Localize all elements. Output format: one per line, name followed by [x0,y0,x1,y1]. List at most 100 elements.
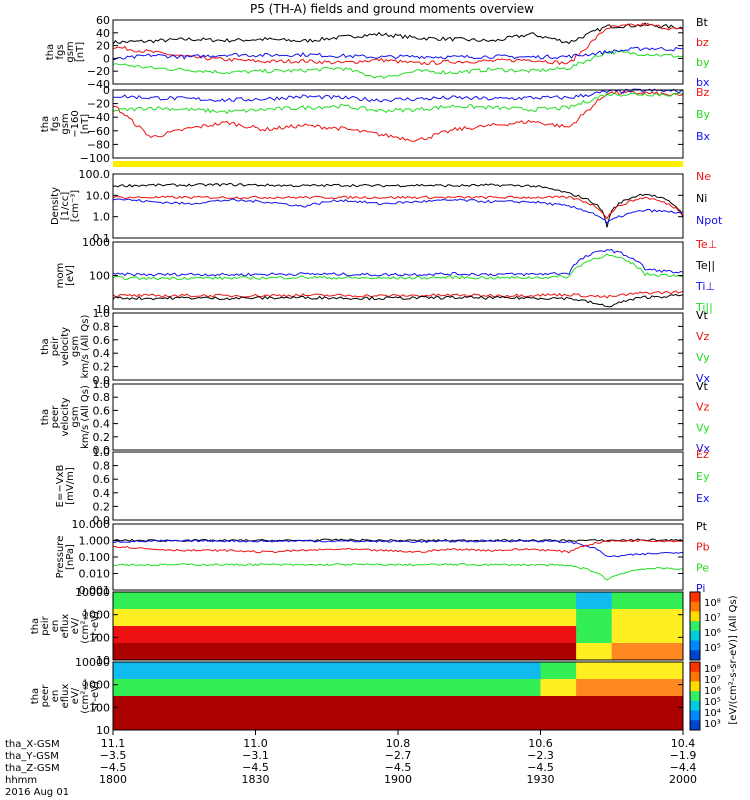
spectrogram-cell [148,603,185,610]
spectrogram-cell [219,690,256,697]
y-tick-label: −80 [87,138,110,151]
y-tick-label: −20 [87,98,110,111]
spectrogram-cell [219,626,256,633]
spectrogram-cell [611,684,648,691]
legend-Ez: Ez [696,448,709,461]
spectrogram-cell [504,718,541,725]
spectrogram-cell [576,667,613,674]
colorbar-tick: 10⁷ [704,613,721,624]
spectrogram-cell [219,620,256,627]
colorbar-segment [690,611,700,622]
spectrogram-cell [469,679,506,686]
spectrogram-cell [611,643,648,650]
spectrogram-cell [576,609,613,616]
colorbar-tick: 10⁶ [704,686,721,697]
colorbar-tick: 10³ [704,719,721,730]
spectrogram-cell [433,614,470,621]
spectrogram-cell [113,592,150,599]
x-tick-label: −3.1 [242,749,269,762]
spectrogram-cell [148,597,185,604]
spectrogram-cell [219,631,256,638]
spectrogram-cell [148,592,185,599]
spectrogram-cell [291,654,328,661]
spectrogram-cell [219,707,256,714]
data-availability-bar [113,161,683,167]
spectrogram-cell [184,592,221,599]
spectrogram-cell [291,643,328,650]
legend-Bt: Bt [696,16,709,29]
series-bx [112,46,684,61]
spectrogram-cell [398,679,435,686]
spectrogram-cell [362,718,399,725]
spectrogram-cell [469,597,506,604]
colorbar-tick: 10⁸ [704,598,721,609]
spectrogram-cell [326,701,363,708]
spectrogram-cell [647,690,684,697]
spectrogram-cell [540,592,577,599]
spectrogram-cell [647,707,684,714]
series-Te|| [112,293,684,308]
spectrogram-cell [255,701,292,708]
y-tick-label: 0 [103,52,110,65]
spectrogram-cell [148,609,185,616]
spectrogram-cell [398,597,435,604]
y-axis-label: [nT] [75,42,86,62]
spectrogram-cell [291,637,328,644]
spectrogram-cell [576,673,613,680]
spectrogram-cell [540,609,577,616]
x-tick-label: 11.1 [101,737,126,750]
spectrogram-cell [469,707,506,714]
y-tick-label: 0 [103,84,110,97]
spectrogram-cell [647,701,684,708]
spectrogram-cell [255,614,292,621]
spectrogram-cell [576,696,613,703]
spectrogram-cell [219,679,256,686]
spectrogram-cell [433,603,470,610]
spectrogram-cell [504,667,541,674]
spectrogram-cell [433,654,470,661]
spectrogram-cell [611,713,648,720]
spectrogram-cell [326,662,363,669]
legend-Vz: Vz [696,401,710,414]
spectrogram-cell [326,724,363,731]
spectrogram-cell [576,701,613,708]
spectrogram-cell [113,662,150,669]
y-axis-label: [eV] [65,265,76,286]
spectrogram-cell [540,667,577,674]
colorbar-tick: 10⁴ [704,708,721,719]
spectrogram-cell [362,701,399,708]
spectrogram-cell [611,592,648,599]
panel-peir_spec: 10000 1000 100 10 tha peir en eflux eV/(cm²‑s‑ sr… [30,586,684,667]
spectrogram-cell [647,724,684,731]
y-tick-label: 0.0 [93,514,111,527]
y-axis-label: [nPa] [65,544,76,570]
series-Te⊥ [112,290,684,299]
spectrogram-cell [184,701,221,708]
legend-Ti||: Ti|| [695,301,713,314]
plot-title: P5 (TH-A) fields and ground moments over… [250,2,534,16]
spectrogram-cell [326,713,363,720]
spectrogram-cell [326,626,363,633]
y-tick-label: 0.1 [93,232,111,245]
x-tick-label: 10.8 [386,737,411,750]
spectrogram-cell [611,707,648,714]
y-axis-label: sr‑eV) [90,681,101,711]
spectrogram-cell [504,592,541,599]
spectrogram-cell [611,648,648,655]
y-axis-label: tha [40,409,51,425]
y-axis-label: peir [40,615,51,635]
spectrogram-cell [148,643,185,650]
y-tick-label: 40 [96,27,110,40]
legend-Pi: Pi [696,582,705,595]
spectrogram-cell [433,667,470,674]
x-tick-label: −4.5 [242,761,269,774]
spectrogram-cell [433,690,470,697]
spectrogram-cell [326,614,363,621]
spectrogram-cell [362,626,399,633]
y-tick-label: 0.4 [93,347,111,360]
colorbar-segment [690,640,700,651]
y-tick-label: 0.0 [93,374,111,387]
spectrogram-cell [611,718,648,725]
spectrogram-cell [398,614,435,621]
spectrogram-cell [433,718,470,725]
